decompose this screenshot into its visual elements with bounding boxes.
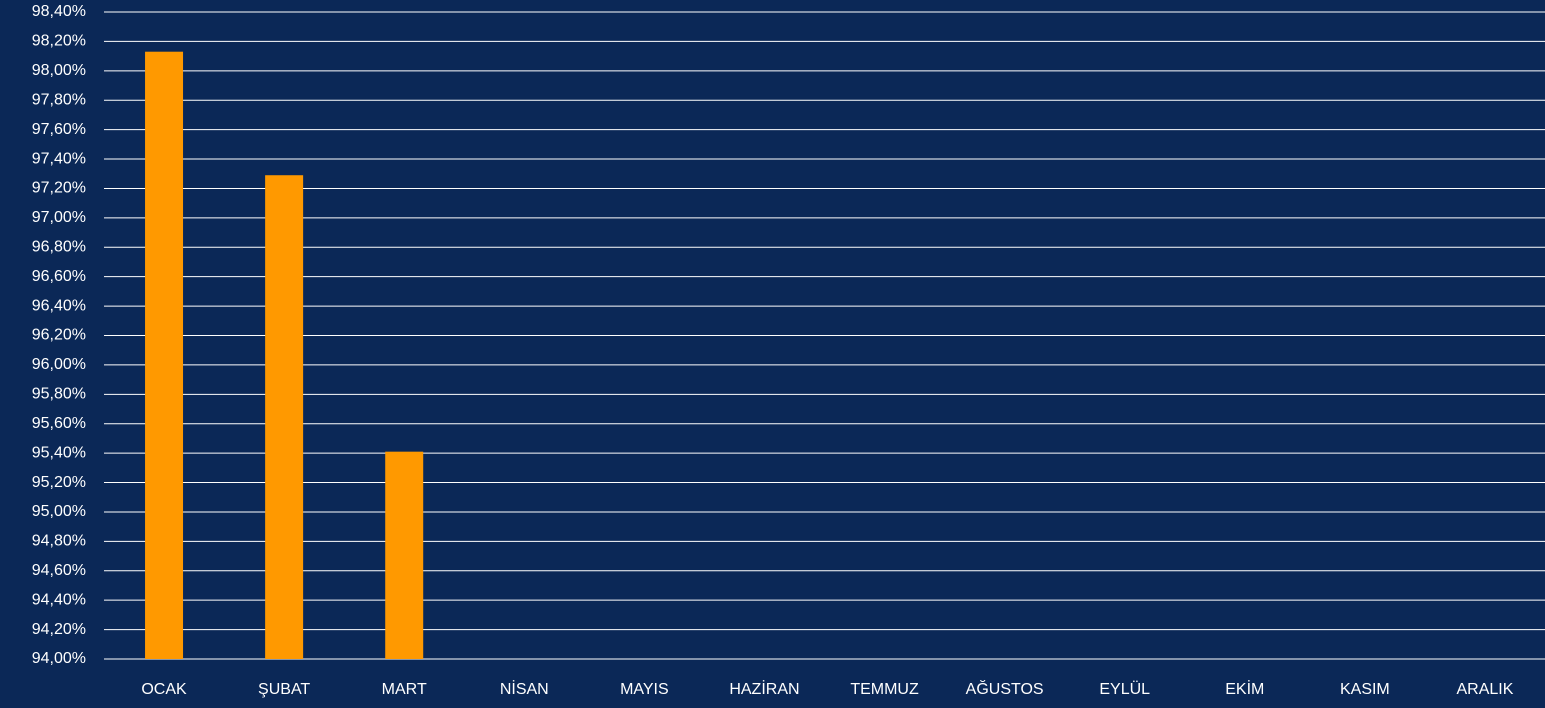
y-tick-label: 96,80% bbox=[32, 238, 86, 255]
bar bbox=[265, 175, 304, 659]
x-tick-label: OCAK bbox=[141, 681, 187, 698]
bar bbox=[145, 51, 184, 660]
y-tick-label: 94,80% bbox=[32, 533, 86, 550]
y-tick-label: 95,60% bbox=[32, 415, 86, 432]
x-tick-label: TEMMUZ bbox=[850, 681, 919, 698]
y-tick-label: 95,40% bbox=[32, 444, 86, 461]
x-tick-label: ARALIK bbox=[1456, 681, 1513, 698]
y-tick-label: 95,80% bbox=[32, 386, 86, 403]
x-tick-label: EKİM bbox=[1225, 679, 1264, 698]
y-tick-label: 98,40% bbox=[32, 3, 86, 20]
x-tick-label: MAYIS bbox=[620, 681, 669, 698]
y-tick-label: 96,20% bbox=[32, 327, 86, 344]
bar bbox=[385, 451, 424, 659]
x-tick-label: NİSAN bbox=[500, 679, 549, 698]
y-tick-label: 97,00% bbox=[32, 209, 86, 226]
y-tick-label: 97,20% bbox=[32, 180, 86, 197]
x-tick-label: ŞUBAT bbox=[258, 681, 310, 698]
y-tick-label: 97,40% bbox=[32, 150, 86, 167]
y-tick-label: 96,40% bbox=[32, 297, 86, 314]
x-tick-label: HAZİRAN bbox=[729, 679, 799, 698]
x-tick-label: EYLÜL bbox=[1099, 680, 1150, 698]
y-tick-label: 95,00% bbox=[32, 503, 86, 520]
y-tick-label: 94,60% bbox=[32, 562, 86, 579]
y-tick-label: 98,20% bbox=[32, 33, 86, 50]
y-tick-label: 96,00% bbox=[32, 356, 86, 373]
y-tick-label: 94,00% bbox=[32, 650, 86, 667]
y-tick-label: 97,80% bbox=[32, 91, 86, 108]
y-tick-label: 97,60% bbox=[32, 121, 86, 138]
x-tick-label: AĞUSTOS bbox=[966, 679, 1044, 698]
y-tick-label: 98,00% bbox=[32, 62, 86, 79]
x-tick-label: MART bbox=[382, 681, 427, 698]
y-tick-label: 95,20% bbox=[32, 474, 86, 491]
y-tick-label: 94,20% bbox=[32, 621, 86, 638]
y-tick-label: 94,40% bbox=[32, 591, 86, 608]
x-tick-label: KASIM bbox=[1340, 681, 1390, 698]
y-tick-label: 96,60% bbox=[32, 268, 86, 285]
